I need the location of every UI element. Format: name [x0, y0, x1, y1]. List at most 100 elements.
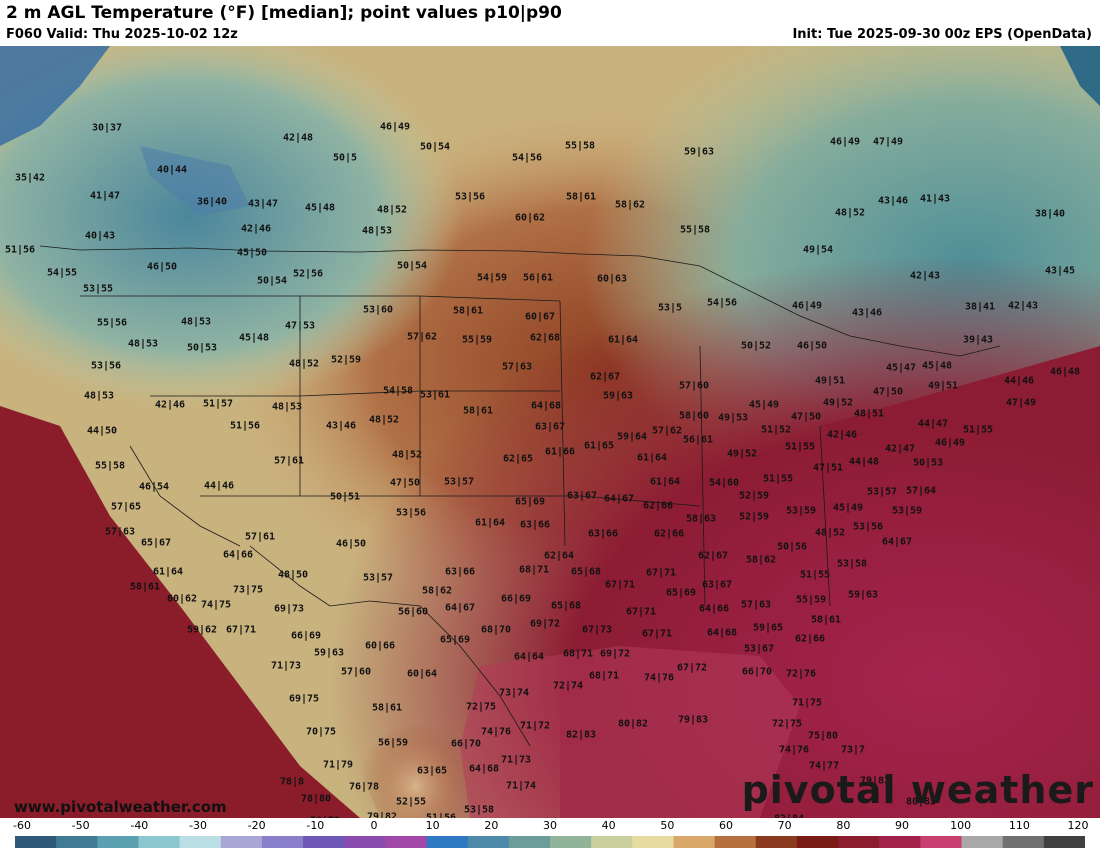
map-header: 2 m AGL Temperature (°F) [median]; point…: [0, 0, 1100, 46]
point-value: 43|46: [851, 307, 883, 319]
point-value: 61|64: [152, 566, 184, 578]
point-value: 47|49: [1005, 397, 1037, 409]
point-value: 71|75: [791, 697, 823, 709]
color-bar-segment: [179, 836, 222, 848]
point-value: 44|46: [1003, 375, 1035, 387]
point-value: 60|67: [524, 311, 556, 323]
point-value: 49|51: [814, 375, 846, 387]
point-value: 50|54: [256, 275, 288, 287]
point-value: 42|43: [909, 270, 941, 282]
point-value: 47|49: [872, 136, 904, 148]
point-value: 73|7: [840, 744, 866, 756]
point-value: 78|80: [300, 793, 332, 805]
point-value: 38|41: [964, 301, 996, 313]
point-value: 80|82: [617, 718, 649, 730]
point-value: 53|56: [454, 191, 486, 203]
point-value: 50|53: [186, 342, 218, 354]
point-value: 51|55: [762, 473, 794, 485]
point-value: 69|72: [529, 618, 561, 630]
point-value: 40|44: [156, 164, 188, 176]
point-value: 63|66: [444, 566, 476, 578]
point-value: 51|52: [760, 424, 792, 436]
valid-time: F060 Valid: Thu 2025-10-02 12z: [6, 27, 238, 42]
color-bar-segment: [673, 836, 716, 848]
point-value: 55|58: [679, 224, 711, 236]
point-value: 64|66: [222, 549, 254, 561]
color-bar-tick: 0: [370, 819, 378, 832]
point-value: 67|71: [641, 628, 673, 640]
point-value: 49|54: [802, 244, 834, 256]
color-bar-segment: [714, 836, 757, 848]
point-value: 61|64: [607, 334, 639, 346]
point-value: 53|58: [836, 558, 868, 570]
point-value: 62|64: [543, 550, 575, 562]
point-value: 48|52: [834, 207, 866, 219]
point-value: 44|47: [917, 418, 949, 430]
point-value: 62|66: [642, 500, 674, 512]
point-value: 53|61: [419, 389, 451, 401]
point-value: 65|68: [550, 600, 582, 612]
color-bar-tick: 80: [836, 819, 851, 832]
point-value: 59|64: [616, 431, 648, 443]
point-value: 47|53: [284, 320, 316, 332]
point-value: 64|67: [444, 602, 476, 614]
point-value: 68|71: [588, 670, 620, 682]
point-value: 42|47: [884, 443, 916, 455]
point-value: 74|75: [200, 599, 232, 611]
point-value: 51|55: [799, 569, 831, 581]
color-bar-tick: 100: [950, 819, 972, 832]
point-value: 52|59: [738, 490, 770, 502]
point-value: 41|43: [919, 193, 951, 205]
point-value: 66|69: [500, 593, 532, 605]
point-value: 52|56: [292, 268, 324, 280]
point-value: 61|64: [636, 452, 668, 464]
color-bar-segment: [508, 836, 551, 848]
color-bar-segment: [467, 836, 510, 848]
point-value: 65|69: [439, 634, 471, 646]
point-value: 49|52: [822, 397, 854, 409]
color-bar-tick: -30: [189, 819, 207, 832]
point-value: 53|56: [90, 360, 122, 372]
point-value: 54|58: [382, 385, 414, 397]
point-value: 67|71: [625, 606, 657, 618]
point-value: 45|48: [921, 360, 953, 372]
point-value: 55|59: [795, 594, 827, 606]
point-value: 58|61: [565, 191, 597, 203]
color-bar-segment: [591, 836, 633, 848]
point-value: 79|82: [366, 811, 398, 819]
color-bar-segment: [344, 836, 386, 848]
point-value: 74|76: [778, 744, 810, 756]
point-value: 67|73: [581, 624, 613, 636]
color-bar-segment: [56, 836, 98, 848]
point-value: 75|80: [807, 730, 839, 742]
temperature-map[interactable]: 30|37 42|48 46|49 50|54 50|5 54|56 55|58 59|63 4…: [0, 46, 1100, 818]
point-value: 60|63: [596, 273, 628, 285]
point-value: 57|62: [406, 331, 438, 343]
point-value: 47|50: [872, 386, 904, 398]
point-value: 80|83: [905, 796, 937, 808]
point-value: 71|74: [505, 780, 537, 792]
color-bar-segment: [920, 836, 963, 848]
point-value: 57|60: [678, 380, 710, 392]
point-value: 58|61: [810, 614, 842, 626]
point-value: 53|58: [463, 804, 495, 816]
color-bar-tick: 70: [777, 819, 792, 832]
point-value: 57|63: [501, 361, 533, 373]
point-value: 39|43: [962, 334, 994, 346]
color-bar-segment: [632, 836, 674, 848]
color-bar-segment: [97, 836, 139, 848]
point-value: 47|50: [790, 411, 822, 423]
point-value: 60|62: [514, 212, 546, 224]
point-value: 53|57: [443, 476, 475, 488]
point-value: 44|46: [203, 480, 235, 492]
point-value: 76|79: [310, 816, 340, 819]
point-value: 36|40: [196, 196, 228, 208]
point-value: 57|63: [740, 599, 772, 611]
point-value: 53|59: [891, 505, 923, 517]
point-value: 72|75: [771, 718, 803, 730]
point-value: 51|55: [784, 441, 816, 453]
point-value: 46|48: [1049, 366, 1081, 378]
point-value: 45|49: [748, 399, 780, 411]
color-bar-tick: 40: [601, 819, 616, 832]
point-value: 57|60: [340, 666, 372, 678]
